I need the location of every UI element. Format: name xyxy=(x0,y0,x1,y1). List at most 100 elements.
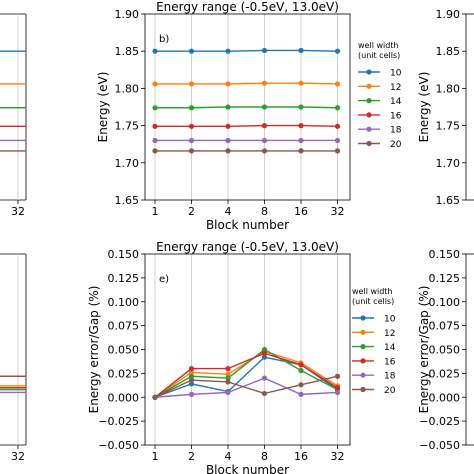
y-tick-label: 0.000 xyxy=(108,391,140,404)
y-axis-label: Energy error/Gap (%) xyxy=(417,286,431,414)
y-tick-label: 1.90 xyxy=(436,8,461,21)
data-point xyxy=(298,148,304,154)
y-tick-label: 1.75 xyxy=(436,120,461,133)
data-point xyxy=(152,394,158,400)
x-tick-label: 32 xyxy=(331,205,345,218)
legend-label: 10 xyxy=(390,69,402,79)
y-tick-label: 1.65 xyxy=(115,194,140,207)
x-tick-label: 32 xyxy=(331,450,345,463)
data-point xyxy=(225,375,231,381)
y-tick-label: 0.100 xyxy=(429,296,461,309)
data-point xyxy=(334,123,341,129)
legend-swatch-marker xyxy=(366,83,372,89)
legend-label: 20 xyxy=(384,386,396,396)
data-point xyxy=(152,48,158,54)
data-point xyxy=(225,148,231,154)
y-tick-label: −0.050 xyxy=(419,439,460,452)
y-tick-label: 0.025 xyxy=(429,367,461,380)
data-point xyxy=(225,104,231,110)
data-point xyxy=(261,80,268,86)
data-point xyxy=(188,373,195,379)
series-line-14 xyxy=(154,348,338,398)
data-point xyxy=(261,137,268,144)
y-tick-label: 0.150 xyxy=(429,248,461,261)
chart-title: Energy range (-0.5eV, 13.0eV) xyxy=(156,240,339,254)
y-tick-label: 1.70 xyxy=(436,157,461,170)
y-axis-label: Energy error/Gap (%) xyxy=(87,286,101,414)
panel-label: b) xyxy=(159,34,169,45)
series-line-20 xyxy=(154,375,338,398)
x-tick-label: 1 xyxy=(152,205,159,218)
data-point xyxy=(225,379,231,385)
data-point xyxy=(225,371,231,377)
series-line-12 xyxy=(155,82,338,85)
data-point xyxy=(188,81,195,87)
data-point xyxy=(261,346,268,353)
x-tick-label: 8 xyxy=(261,205,268,218)
plot-frame xyxy=(465,253,474,446)
y-tick-label: 0.000 xyxy=(429,391,461,404)
data-point xyxy=(334,137,341,144)
data-point xyxy=(225,81,231,87)
y-tick-label: 0.100 xyxy=(108,296,140,309)
y-tick-label: 1.85 xyxy=(436,45,461,58)
data-point xyxy=(225,123,231,129)
legend-label: 12 xyxy=(384,329,395,339)
x-axis-label: Block number xyxy=(206,218,289,232)
x-axis-label: Block number xyxy=(206,463,289,474)
data-point xyxy=(334,81,341,87)
data-point xyxy=(334,148,341,154)
panel-3: −0.050 −0.025 0.000 0.025 0.050 0.075 0.100 0.1… xyxy=(417,248,474,452)
y-tick-label: 0.075 xyxy=(429,320,461,333)
y-tick-label: −0.050 xyxy=(98,439,139,452)
data-point xyxy=(188,148,195,154)
legend-swatch-marker xyxy=(366,126,372,132)
data-point xyxy=(298,123,304,129)
data-point xyxy=(298,362,304,368)
data-point xyxy=(152,148,158,154)
y-tick-label: 0.150 xyxy=(108,248,140,261)
legend-title: well width xyxy=(358,41,399,50)
x-tick-label: 4 xyxy=(225,450,232,463)
y-tick-label: 1.80 xyxy=(115,82,140,95)
left-panel-1: 32 xyxy=(0,253,27,463)
data-point xyxy=(152,123,158,129)
data-point xyxy=(261,104,268,110)
legend-label: 18 xyxy=(384,372,396,382)
y-tick-label: 1.80 xyxy=(436,82,461,95)
data-point xyxy=(261,350,268,356)
y-axis-label: Energy (eV) xyxy=(96,72,110,143)
x-tick-label: 1 xyxy=(152,450,159,463)
left-panel-0: 32 xyxy=(0,13,27,218)
data-point xyxy=(225,389,231,396)
data-point xyxy=(188,369,195,376)
plot-frame xyxy=(465,13,474,201)
data-point xyxy=(261,390,268,397)
x-tick-label: 16 xyxy=(294,205,308,218)
series-line-18 xyxy=(154,377,338,398)
y-tick-label: 1.90 xyxy=(115,8,140,21)
legend-swatch-marker xyxy=(366,112,372,118)
chart-title: Energy range (-0.5eV, 13.0eV) xyxy=(156,0,339,14)
data-point xyxy=(188,105,195,111)
data-point xyxy=(152,137,158,144)
legend-swatch-marker xyxy=(360,386,366,393)
y-tick-label: 0.075 xyxy=(108,320,140,333)
y-tick-label: 1.85 xyxy=(115,45,140,58)
y-tick-label: 0.125 xyxy=(108,272,140,285)
x-tick-label: 32 xyxy=(11,450,25,463)
y-tick-label: 0.050 xyxy=(108,344,140,357)
data-point xyxy=(261,148,268,154)
y-tick-label: 0.125 xyxy=(429,272,461,285)
legend-title: well width xyxy=(352,287,393,296)
legend-label: 14 xyxy=(390,97,402,107)
legend-swatch-marker xyxy=(360,315,366,321)
data-point xyxy=(298,104,304,110)
data-point xyxy=(261,47,268,54)
legend-swatch-marker xyxy=(360,372,366,378)
plot-frame xyxy=(144,253,351,446)
x-tick-label: 2 xyxy=(188,450,195,463)
data-point xyxy=(188,391,195,397)
y-tick-label: −0.025 xyxy=(98,415,139,428)
